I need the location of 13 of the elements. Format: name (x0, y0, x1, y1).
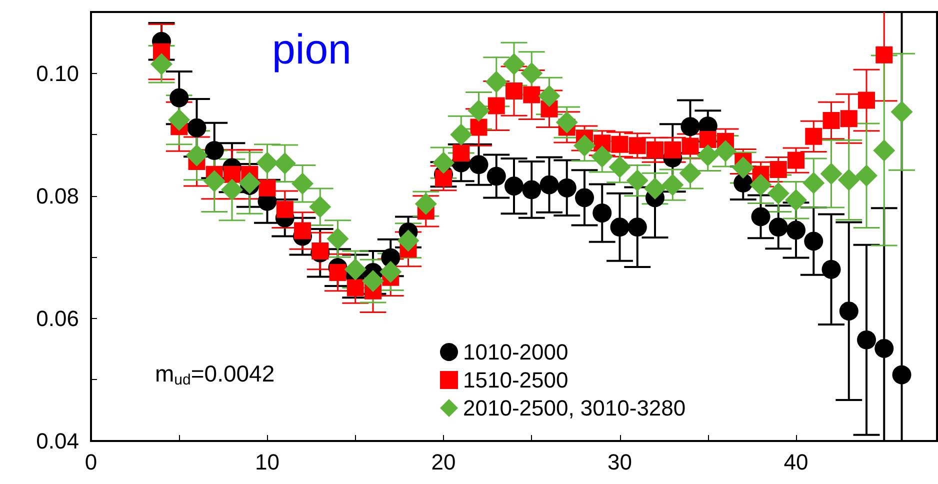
y-tick-label: 0.06 (36, 306, 79, 331)
x-tick-label: 10 (255, 450, 280, 474)
x-tick-label: 20 (431, 450, 456, 474)
annotation: pion (272, 26, 352, 72)
x-tick-label: 30 (608, 450, 632, 474)
legend-label: 2010-2500, 3010-3280 (463, 396, 686, 420)
y-tick-label: 0.08 (36, 183, 79, 208)
x-tick-label: 0 (84, 450, 98, 474)
x-tick-label: 40 (784, 450, 808, 474)
legend-label: 1510-2500 (463, 368, 568, 392)
y-tick-label: 0.04 (36, 428, 79, 454)
y-tick-label: 0.10 (36, 60, 79, 86)
legend-label: 1010-2000 (463, 340, 568, 364)
